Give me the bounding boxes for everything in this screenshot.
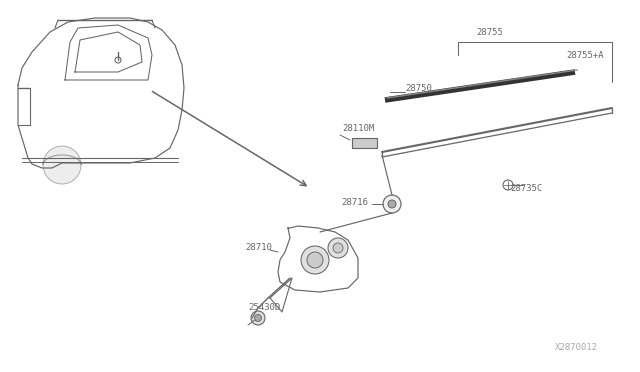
- Circle shape: [328, 238, 348, 258]
- Text: 28110M: 28110M: [342, 124, 374, 132]
- Circle shape: [255, 314, 262, 321]
- Circle shape: [307, 252, 323, 268]
- Bar: [352, 138, 377, 148]
- Text: 28755+A: 28755+A: [566, 51, 604, 60]
- Circle shape: [43, 146, 81, 184]
- Text: 28735C: 28735C: [510, 183, 542, 192]
- Circle shape: [503, 180, 513, 190]
- Circle shape: [301, 246, 329, 274]
- Text: X2870012: X2870012: [555, 343, 598, 353]
- Text: 28716: 28716: [341, 198, 368, 206]
- Text: 28710: 28710: [245, 244, 272, 253]
- Circle shape: [251, 311, 265, 325]
- Text: 28755: 28755: [477, 28, 504, 36]
- Circle shape: [383, 195, 401, 213]
- Circle shape: [333, 243, 343, 253]
- Circle shape: [115, 57, 121, 63]
- Text: 28750: 28750: [405, 83, 432, 93]
- Circle shape: [388, 200, 396, 208]
- Text: 25430D: 25430D: [248, 304, 280, 312]
